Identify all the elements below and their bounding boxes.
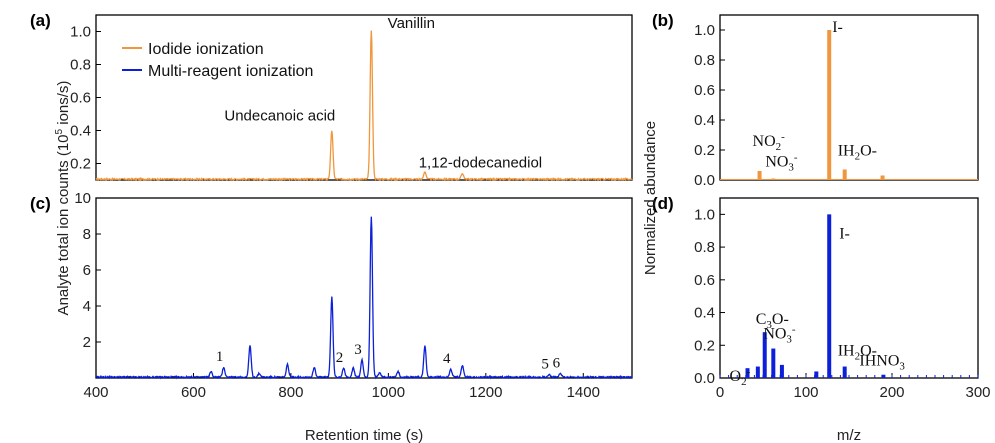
y-tick-label: 0.8 bbox=[694, 52, 715, 69]
legend: Iodide ionization Multi-reagent ionizati… bbox=[122, 41, 313, 80]
y-tick-label: 0.0 bbox=[694, 370, 715, 387]
peak-annotation: 1,12-dodecanediol bbox=[419, 154, 542, 171]
x-tick-label: 100 bbox=[793, 384, 818, 401]
y-tick-label: 0.6 bbox=[694, 272, 715, 289]
y-tick-label: 0.2 bbox=[694, 337, 715, 354]
x-axis-label-left: Retention time (s) bbox=[305, 427, 423, 443]
y-tick-label: 2 bbox=[83, 334, 91, 351]
series-line-iodide bbox=[95, 30, 633, 182]
legend-label-multi: Multi-reagent ionization bbox=[148, 63, 313, 80]
peak-annotation: Vanillin bbox=[388, 15, 435, 32]
panel-d-plot: 0.0 0.2 0.4 0.6 0.8 1.0 0 100 200 300 I- O2- C3O-NO3… bbox=[694, 206, 990, 401]
y-tick-label: 0.6 bbox=[70, 90, 91, 107]
y-tick-label: 0.0 bbox=[694, 172, 715, 189]
legend-label-iodide: Iodide ionization bbox=[148, 41, 264, 58]
bar bbox=[755, 366, 760, 378]
bar bbox=[814, 371, 819, 378]
peak-number: 2 bbox=[336, 350, 344, 366]
panel-label-a: (a) bbox=[30, 11, 51, 30]
ion-label: I- bbox=[832, 19, 843, 36]
bar bbox=[842, 169, 847, 180]
y-tick-label: 4 bbox=[83, 298, 91, 315]
x-tick-label: 1400 bbox=[567, 384, 600, 401]
bar bbox=[827, 30, 832, 180]
y-tick-label: 1.0 bbox=[694, 22, 715, 39]
y-tick-label: 0.4 bbox=[694, 305, 715, 322]
bar bbox=[936, 179, 941, 180]
x-tick-label: 600 bbox=[181, 384, 206, 401]
y-tick-label: 1.0 bbox=[694, 206, 715, 223]
ion-label: NO3- bbox=[763, 324, 796, 346]
bar bbox=[880, 175, 885, 180]
y-tick-label: 0.8 bbox=[70, 57, 91, 74]
x-axis-label-right: m/z bbox=[837, 427, 861, 443]
peak-number: 6 bbox=[553, 356, 561, 372]
peak-number: 5 bbox=[541, 356, 549, 372]
panel-label-c: (c) bbox=[30, 194, 51, 213]
panel-b-plot: 0.0 0.2 0.4 0.6 0.8 1.0 I- NO2-NO3- IH2O- bbox=[694, 19, 978, 189]
bar bbox=[881, 374, 886, 378]
y-tick-label: 8 bbox=[83, 226, 91, 243]
y-tick-label: 1.0 bbox=[70, 24, 91, 41]
y-tick-label: 0.8 bbox=[694, 239, 715, 256]
bar bbox=[842, 366, 847, 378]
peak-number: 1 bbox=[216, 349, 224, 365]
peak-annotation: Undecanoic acid bbox=[224, 108, 335, 125]
bar bbox=[757, 171, 762, 180]
y-tick-label: 0.2 bbox=[694, 142, 715, 159]
ion-label: I- bbox=[839, 225, 850, 242]
panel-label-b: (b) bbox=[652, 11, 674, 30]
x-tick-label: 200 bbox=[879, 384, 904, 401]
x-tick-label: 0 bbox=[716, 384, 724, 401]
x-tick-label: 400 bbox=[83, 384, 108, 401]
x-tick-label: 1000 bbox=[372, 384, 405, 401]
y-tick-label: 0.2 bbox=[70, 156, 91, 173]
y-axis-label-right: Normalized abundance bbox=[642, 121, 659, 275]
panel-c-frame bbox=[95, 197, 633, 379]
ion-label: O2- bbox=[730, 366, 751, 388]
panel-a-frame bbox=[95, 14, 633, 181]
ion-label: IHNO3 bbox=[859, 353, 905, 373]
y-tick-label: 10 bbox=[74, 190, 91, 207]
y-axis-label-left: Analyte total ion counts (105 ions/s) bbox=[54, 81, 72, 316]
bar bbox=[827, 214, 832, 378]
ion-label: NO3- bbox=[765, 152, 798, 174]
x-tick-label: 800 bbox=[278, 384, 303, 401]
bar bbox=[779, 364, 784, 378]
ion-label: IH2O- bbox=[838, 343, 877, 363]
x-tick-label: 300 bbox=[965, 384, 990, 401]
peak-number: 3 bbox=[354, 342, 362, 358]
y-tick-label: 0.4 bbox=[70, 123, 91, 140]
bar bbox=[771, 178, 776, 180]
series-line-multi bbox=[95, 216, 633, 380]
bar bbox=[762, 332, 767, 378]
bar bbox=[771, 348, 776, 378]
y-tick-label: 0.6 bbox=[694, 82, 715, 99]
ion-label: IH2O- bbox=[838, 143, 877, 163]
ion-label: C3O- bbox=[756, 311, 789, 331]
bar bbox=[745, 368, 750, 378]
panel-label-d: (d) bbox=[652, 194, 674, 213]
panel-a-plot: 0.2 0.4 0.6 0.8 1.0 Undecanoic acid Vanillin 1,… bbox=[70, 15, 633, 182]
x-tick-label: 1200 bbox=[469, 384, 502, 401]
ion-label: NO2- bbox=[753, 131, 786, 153]
peak-number: 4 bbox=[443, 351, 451, 367]
y-tick-label: 6 bbox=[83, 262, 91, 279]
y-tick-label: 0.4 bbox=[694, 112, 715, 129]
